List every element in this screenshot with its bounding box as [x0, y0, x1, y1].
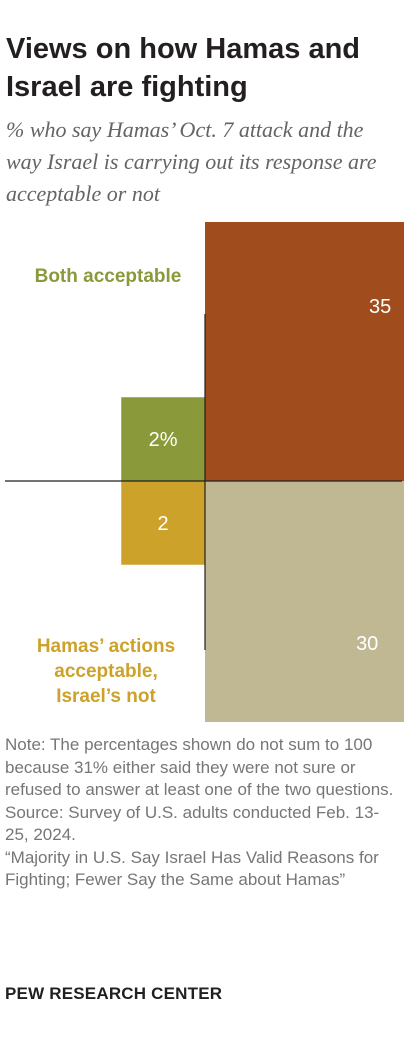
chart-title: Views on how Hamas and Israel are fighti… [6, 33, 361, 103]
bar-hamas [121, 481, 205, 565]
pew-logo-text: PEW RESEARCH CENTER [5, 984, 223, 1003]
category-label-both: Both acceptable [35, 266, 182, 287]
value-label-hamas: 2 [158, 513, 169, 535]
source-text: Source: Survey of U.S. adults conducted … [5, 802, 380, 845]
category-label-neither: Neither acceptable [262, 649, 360, 695]
quadrant-bars [121, 222, 404, 722]
value-label-neither: 30 [356, 633, 378, 655]
quadrant-labels: 2% 35 2 30 Both acceptable Israel’s actions ac… [35, 237, 392, 707]
bar-both [121, 397, 205, 481]
value-label-israel: 35 [369, 296, 391, 318]
quadrant-chart: 2% 35 2 30 Both acceptable Israel’s actions ac… [5, 222, 404, 722]
footnotes: Note: The percentages shown do not sum t… [5, 734, 400, 892]
note-text: Note: The percentages shown do not sum t… [5, 735, 394, 799]
bar-neither [205, 481, 404, 722]
report-title: “Majority in U.S. Say Israel Has Valid R… [5, 847, 379, 890]
value-label-both: 2% [149, 429, 178, 451]
chart-subtitle: % who say Hamas’ Oct. 7 attack and the w… [6, 117, 377, 206]
bar-israel [205, 222, 404, 481]
category-label-israel: Israel’s actions acceptable, Hamas’ not [244, 237, 381, 308]
category-label-hamas: Hamas’ actions acceptable, Israel’s not [37, 636, 175, 707]
